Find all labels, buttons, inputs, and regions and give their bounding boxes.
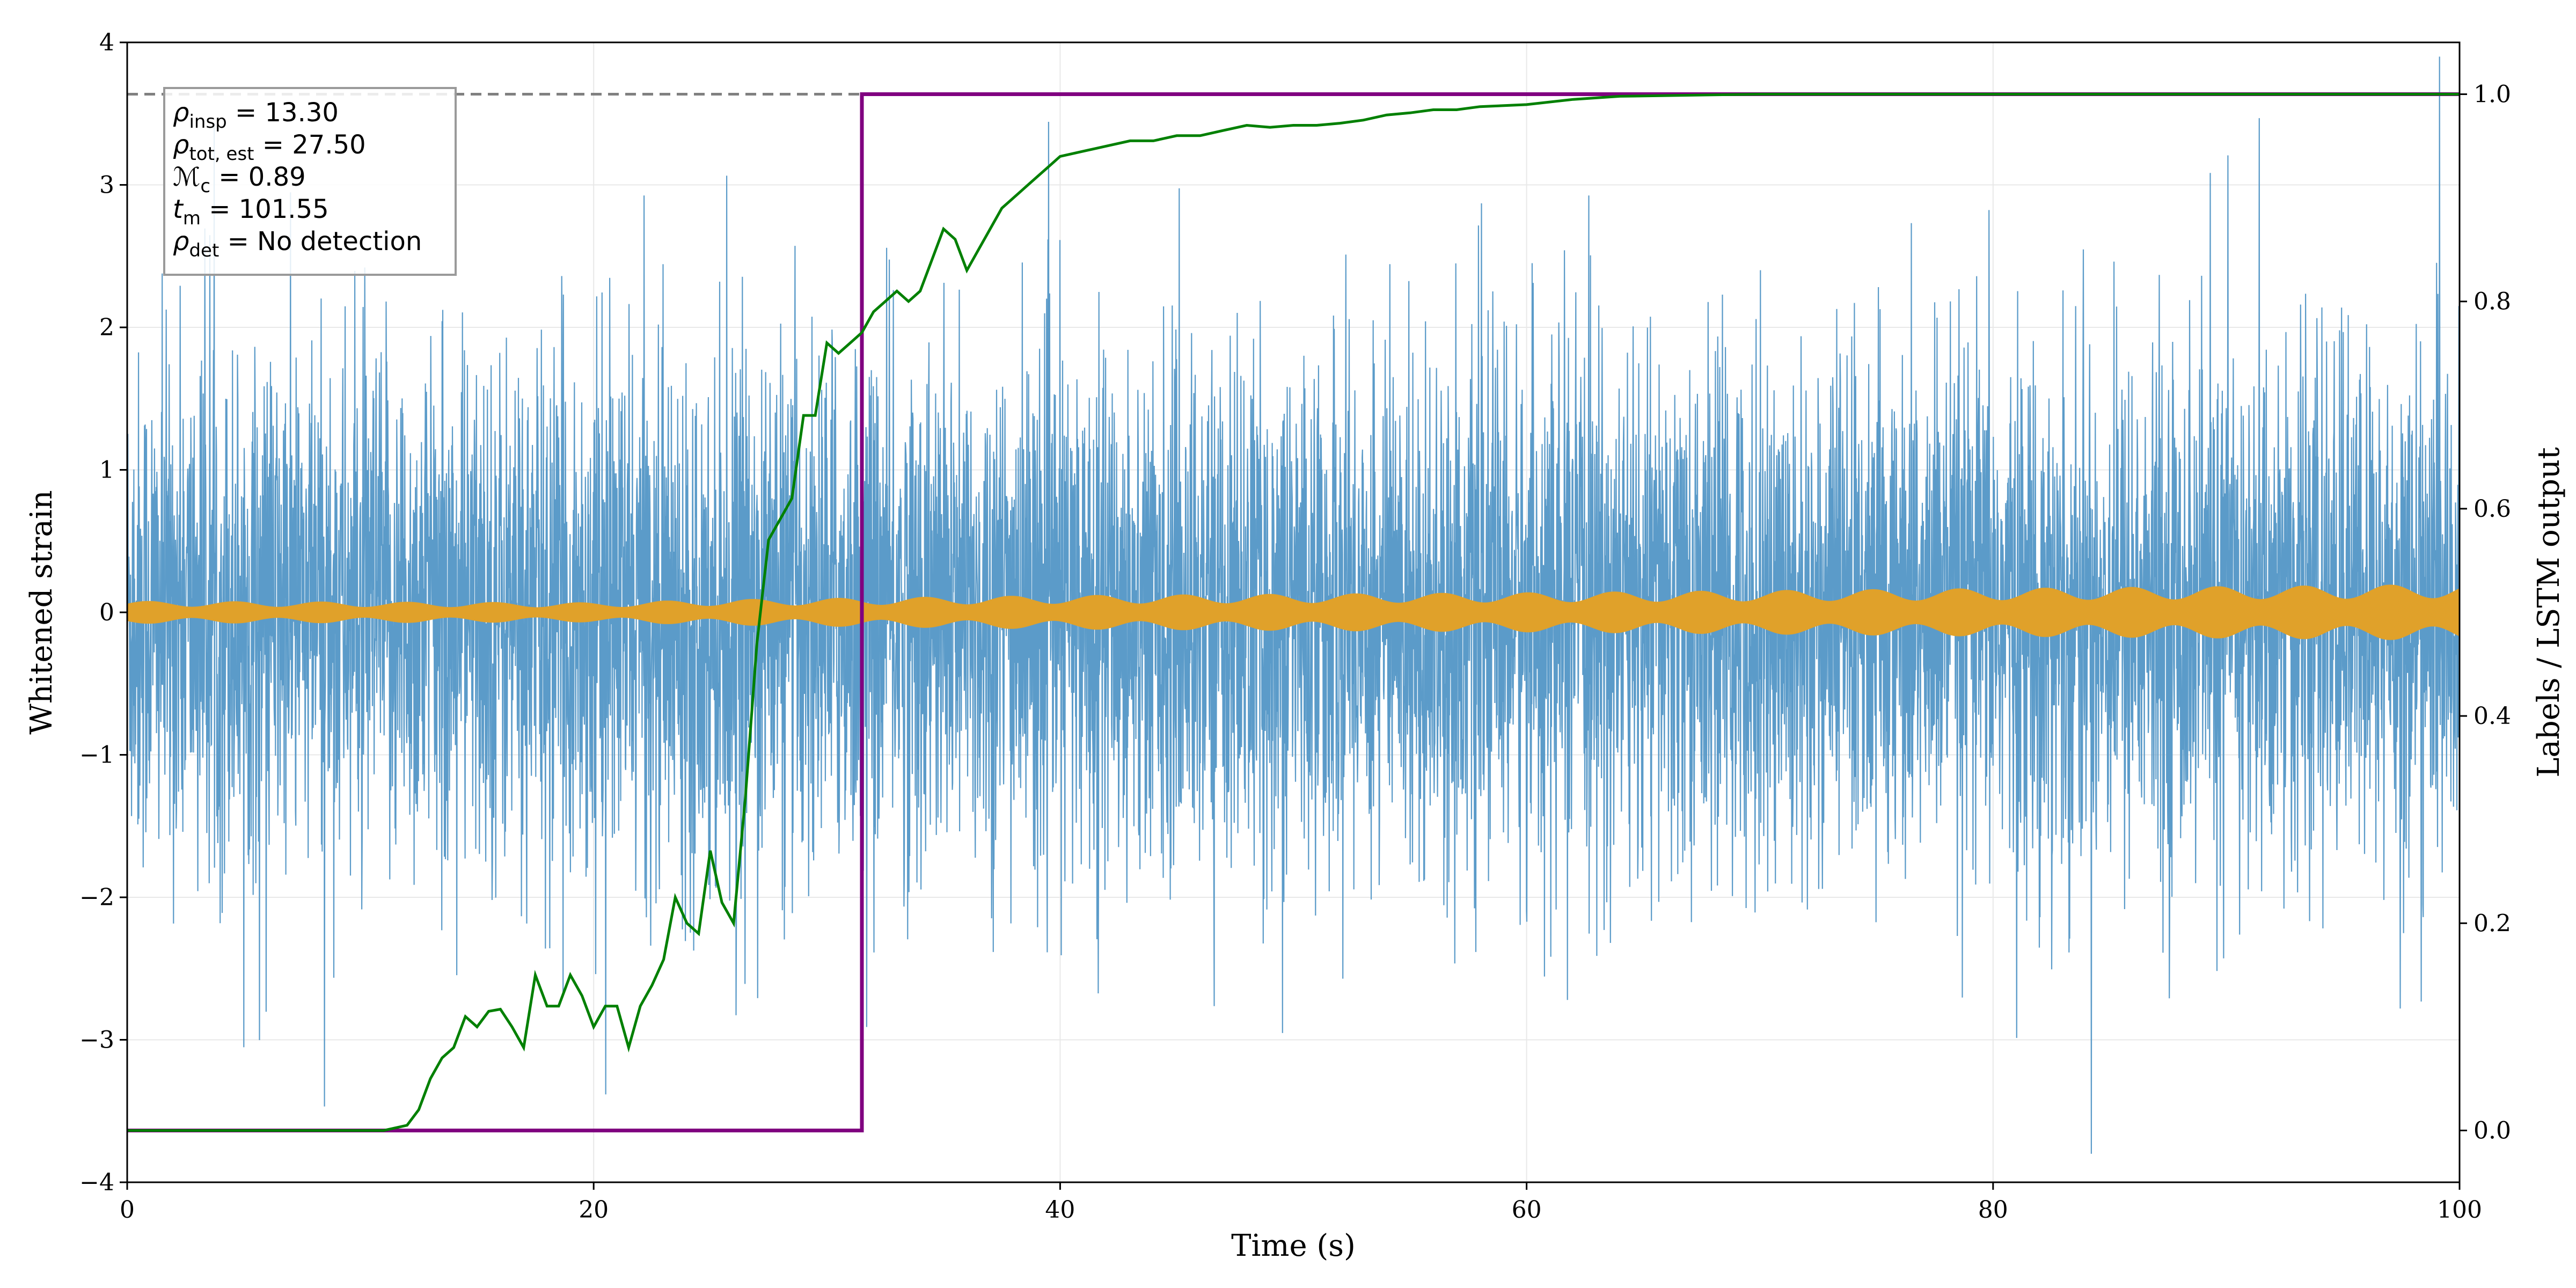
y-right-axis-title: Labels / LSTM output: [2531, 447, 2566, 778]
y-left-tick-label: −1: [79, 742, 114, 769]
plot-area: [127, 56, 2460, 1154]
annotation-line: tm = 101.55: [173, 194, 329, 229]
series-label: [127, 92, 2460, 1132]
x-tick-label: 80: [1978, 1196, 2008, 1224]
annotation-line: ℳc = 0.89: [173, 162, 306, 197]
y-left-tick-label: −2: [79, 884, 114, 911]
y-right-tick-label: 0.8: [2473, 288, 2511, 316]
x-tick-label: 40: [1045, 1196, 1075, 1224]
x-tick-label: 20: [579, 1196, 609, 1224]
y-right-tick-label: 0.0: [2473, 1117, 2511, 1144]
y-left-axis-title: Whitened strain: [24, 490, 59, 734]
y-right-tick-label: 1.0: [2473, 81, 2511, 108]
y-right-tick-label: 0.2: [2473, 910, 2511, 937]
y-left-tick-label: −4: [79, 1169, 114, 1196]
y-left-tick-label: 4: [99, 29, 114, 56]
series-whitened-strain: [127, 56, 2460, 1154]
x-tick-label: 100: [2437, 1196, 2482, 1224]
x-tick-label: 0: [120, 1196, 135, 1224]
y-left-tick-label: 2: [99, 314, 114, 341]
annotation-line: ρinsp = 13.30: [173, 98, 339, 133]
y-left-tick-label: 1: [99, 457, 114, 484]
y-left-tick-label: −3: [79, 1027, 114, 1054]
annotation-box: [163, 87, 457, 276]
series-lstm-output: [127, 93, 2460, 1132]
x-axis-title: Time (s): [1231, 1228, 1356, 1263]
series-injected-signal: [127, 584, 2460, 640]
annotation-line: ρtot, est = 27.50: [173, 130, 366, 165]
y-left-tick-label: 0: [99, 599, 114, 626]
annotation-line: ρdet = No detection: [173, 226, 422, 261]
y-left-tick-label: 3: [99, 172, 114, 199]
x-tick-label: 60: [1512, 1196, 1542, 1224]
y-right-tick-label: 0.4: [2473, 702, 2511, 730]
y-right-tick-label: 0.6: [2473, 495, 2511, 523]
